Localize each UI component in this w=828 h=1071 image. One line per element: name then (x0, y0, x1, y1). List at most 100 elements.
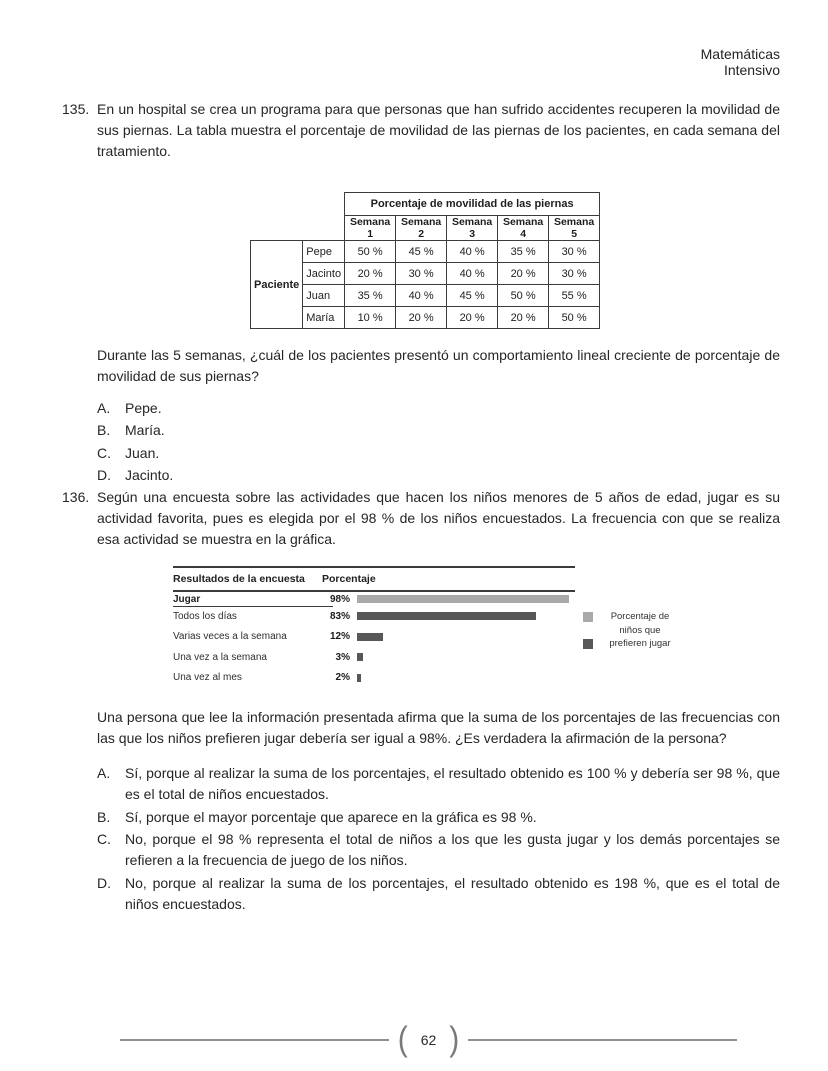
table-row: Paciente Pepe 50 % 45 % 40 % 35 % 30 % (249, 240, 601, 329)
legend-dark-swatch-icon (583, 639, 593, 649)
header-subject: Matemáticas (700, 46, 780, 62)
table-row: Jacinto 20 % 30 % 40 % 20 % 30 % (251, 262, 601, 285)
cell-value: 20 % (344, 262, 397, 285)
table-title-row: Porcentaje de movilidad de las piernas (251, 192, 601, 216)
cell-value: 35 % (497, 240, 550, 263)
chart-category-label: Una vez a la semana (173, 651, 267, 663)
question-135-prompt: Durante las 5 semanas, ¿cuál de los paci… (97, 347, 780, 384)
question-136-number: 136. (62, 489, 90, 505)
cell-value: 40 % (446, 262, 499, 285)
chart-value-label: 98% (329, 593, 350, 605)
table-header-row: Semana 1 Semana 2 Semana 3 Semana 4 Sema… (251, 215, 601, 241)
table-row: María 10 % 20 % 20 % 20 % 50 % (251, 306, 601, 329)
chart-category-label: Una vez al mes (173, 672, 242, 684)
cell-value: 10 % (344, 306, 397, 329)
chart-value-label: 2% (335, 672, 350, 684)
legend-row: prefieren jugar (583, 638, 683, 651)
option-text: Sí, porque al realizar la suma de los po… (125, 765, 780, 802)
patient-name: Jacinto (302, 262, 346, 285)
cell-value: 30 % (548, 262, 601, 285)
table-blank-cell (251, 216, 345, 241)
option-letter: B. (97, 422, 111, 439)
legend-text: prefieren jugar (609, 638, 671, 649)
patient-name: Juan (302, 284, 346, 307)
table-row: Juan 35 % 40 % 45 % 50 % 55 % (251, 284, 601, 307)
option-text: No, porque el 98 % representa el total d… (125, 831, 780, 868)
row-group-header: Paciente (249, 240, 304, 329)
question-135-options: A. Pepe. B. María. C. Juan. D. Jacinto. (97, 397, 780, 487)
column-header: Semana 2 (395, 215, 448, 241)
chart-bar (357, 632, 383, 641)
page-header: Matemáticas Intensivo (701, 46, 780, 78)
chart-category-label: Varias veces a la semana (173, 631, 287, 643)
cell-value: 30 % (395, 262, 448, 285)
table-title: Porcentaje de movilidad de las piernas (344, 192, 601, 216)
option-text: Juan. (125, 444, 160, 461)
chart-header-rule (173, 590, 575, 592)
option-d: D. Jacinto. (97, 464, 780, 486)
chart-category-label: Todos los días (173, 610, 237, 622)
option-letter: A. (97, 400, 111, 416)
chart-row: Una vez a la semana 3% (173, 647, 575, 668)
question-135-number: 135. (62, 101, 90, 117)
chart-col1-header: Resultados de la encuesta (173, 573, 305, 585)
survey-bar-chart: Resultados de la encuesta Porcentaje Jug… (173, 566, 575, 688)
header-course: Intensivo (723, 62, 780, 78)
question-135: 135. En un hospital se crea un programa … (62, 99, 780, 162)
chart-value-label: 12% (329, 631, 350, 643)
option-b: B. Sí, porque el mayor porcentaje que ap… (97, 807, 780, 828)
cell-value: 20 % (446, 306, 499, 329)
column-header: Semana 5 (548, 215, 601, 241)
option-letter: D. (97, 874, 111, 891)
cell-value: 45 % (446, 284, 499, 307)
option-c: C. Juan. (97, 442, 780, 464)
footer-rule-left (120, 1039, 389, 1041)
question-136-options: A. Sí, porque al realizar la suma de los… (97, 763, 780, 916)
cell-value: 45 % (395, 240, 448, 263)
option-letter: A. (97, 765, 111, 781)
page-footer: ( 62 ) (120, 1020, 738, 1059)
cell-value: 50 % (344, 240, 397, 263)
legend-row: Porcentaje de (583, 611, 683, 624)
cell-value: 40 % (446, 240, 499, 263)
option-letter: B. (97, 808, 111, 825)
left-bracket-icon: ( (397, 1020, 408, 1059)
legend-text: Porcentaje de (610, 611, 670, 622)
page-number: 62 (420, 1032, 437, 1048)
table-blank-cell (251, 193, 345, 216)
chart-value-label: 3% (335, 651, 350, 663)
question-136: 136. Según una encuesta sobre las activi… (62, 487, 780, 550)
patient-name: María (302, 306, 346, 329)
chart-bar (357, 653, 364, 662)
cell-value: 20 % (497, 306, 550, 329)
option-letter: C. (97, 831, 111, 847)
option-b: B. María. (97, 419, 780, 441)
chart-bar (357, 612, 537, 621)
question-135-intro: En un hospital se crea un programa para … (97, 101, 780, 159)
option-letter: C. (97, 444, 111, 461)
legend-row: niños que (583, 625, 683, 638)
option-text: María. (125, 422, 165, 439)
cell-value: 40 % (395, 284, 448, 307)
column-header: Semana 1 (344, 215, 397, 241)
chart-row: Una vez al mes 2% (173, 668, 575, 689)
chart-col2-header: Porcentaje (322, 573, 376, 585)
patient-name: Pepe (302, 240, 346, 263)
cell-value: 30 % (548, 240, 601, 263)
chart-top-rule (173, 566, 575, 568)
chart-row: Varias veces a la semana 12% (173, 627, 575, 648)
cell-value: 20 % (395, 306, 448, 329)
chart-bar (357, 595, 569, 603)
question-136-intro: Según una encuesta sobre las actividades… (97, 489, 780, 547)
option-a: A. Pepe. (97, 397, 780, 419)
option-c: C. No, porque el 98 % representa el tota… (97, 829, 780, 871)
cell-value: 35 % (344, 284, 397, 307)
column-header: Semana 3 (446, 215, 499, 241)
chart-bar (357, 673, 362, 682)
chart-row: Jugar 98% (173, 592, 575, 607)
option-text: Pepe. (125, 400, 162, 416)
chart-row: Todos los días 83% (173, 606, 575, 627)
mobility-table: Porcentaje de movilidad de las piernas S… (249, 192, 601, 329)
cell-value: 20 % (497, 262, 550, 285)
